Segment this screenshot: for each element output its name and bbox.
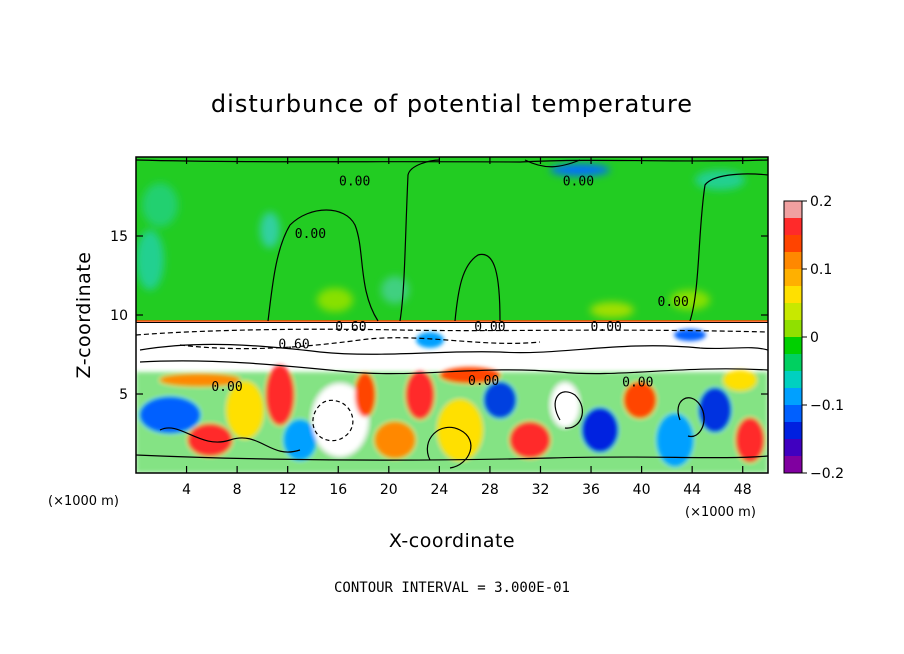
colorbar-swatch xyxy=(784,252,802,270)
colorbar-tick-label: 0 xyxy=(810,330,819,346)
lower-layer-blobs xyxy=(136,329,768,473)
colorbar-swatch xyxy=(784,422,802,440)
colorbar-swatch xyxy=(784,269,802,287)
x-tick-label: 16 xyxy=(329,482,347,498)
colorbar-swatch xyxy=(784,439,802,457)
x-tick-label: 8 xyxy=(233,482,242,498)
colorbar-ticks: 0.2 0.1 0 −0.1 −0.2 xyxy=(802,194,844,482)
colorbar-swatch xyxy=(784,354,802,372)
colorbar-swatch xyxy=(784,201,802,219)
contour-label: 0.00 xyxy=(591,320,622,335)
contour-label: 0.00 xyxy=(474,320,505,335)
colorbar-swatch xyxy=(784,456,802,474)
colorbar-tick-label: −0.2 xyxy=(810,466,844,482)
colorbar-swatch xyxy=(784,371,802,389)
colorbar-swatch xyxy=(784,218,802,236)
x-tick-label: 44 xyxy=(683,482,701,498)
x-axis-ticks: 4 8 12 16 20 24 28 32 36 40 44 48 xyxy=(182,157,752,498)
y-axis-ticks: 5 10 15 xyxy=(110,229,768,403)
contour-label: 0.00 xyxy=(622,375,653,390)
x-unit-right: (×1000 m) xyxy=(685,505,756,520)
contour-label: 0.00 xyxy=(563,175,594,190)
colorbar-swatch xyxy=(784,337,802,355)
colorbar-swatch xyxy=(784,405,802,423)
plot-area xyxy=(136,157,768,473)
x-tick-label: 4 xyxy=(182,482,191,498)
x-tick-label: 24 xyxy=(430,482,448,498)
contour-label: 0.60 xyxy=(335,320,366,335)
contour-label: 0.00 xyxy=(339,175,370,190)
colorbar-tick-label: 0.1 xyxy=(810,262,832,278)
colorbar-swatch xyxy=(784,303,802,321)
y-tick-label: 10 xyxy=(110,308,128,324)
x-tick-label: 12 xyxy=(279,482,297,498)
colorbar-swatch xyxy=(784,286,802,304)
x-tick-label: 40 xyxy=(633,482,651,498)
x-axis-label: X-coordinate xyxy=(389,530,515,552)
contour-label: 0.60 xyxy=(278,337,309,352)
contour-label: 0.00 xyxy=(211,380,242,395)
colorbar-tick-label: −0.1 xyxy=(810,398,844,414)
x-unit-left: (×1000 m) xyxy=(48,494,119,509)
colorbar-swatch xyxy=(784,235,802,253)
x-tick-label: 36 xyxy=(582,482,600,498)
x-tick-label: 20 xyxy=(380,482,398,498)
contour-label: 0.00 xyxy=(468,374,499,389)
colorbar-swatch xyxy=(784,388,802,406)
colorbar xyxy=(783,200,803,474)
colorbar-swatch xyxy=(784,320,802,338)
chart-title: disturbunce of potential temperature xyxy=(211,90,693,118)
upper-layer-variations xyxy=(136,164,745,318)
y-tick-label: 5 xyxy=(119,387,128,403)
x-tick-label: 28 xyxy=(481,482,499,498)
y-axis-label: Z-coordinate xyxy=(73,252,95,379)
x-tick-label: 32 xyxy=(532,482,550,498)
upper-layer-field xyxy=(136,157,768,321)
contour-label: 0.00 xyxy=(658,295,689,310)
x-tick-label: 48 xyxy=(734,482,752,498)
colorbar-tick-label: 0.2 xyxy=(810,194,832,210)
contour-lines xyxy=(136,159,768,469)
y-tick-label: 15 xyxy=(110,229,128,245)
contour-interval-note: CONTOUR INTERVAL = 3.000E-01 xyxy=(334,580,570,596)
contour-labels: 0.00 0.00 0.00 0.00 0.60 0.00 0.00 0.60 0.00 0.00… xyxy=(211,175,689,395)
contour-label: 0.00 xyxy=(295,227,326,242)
